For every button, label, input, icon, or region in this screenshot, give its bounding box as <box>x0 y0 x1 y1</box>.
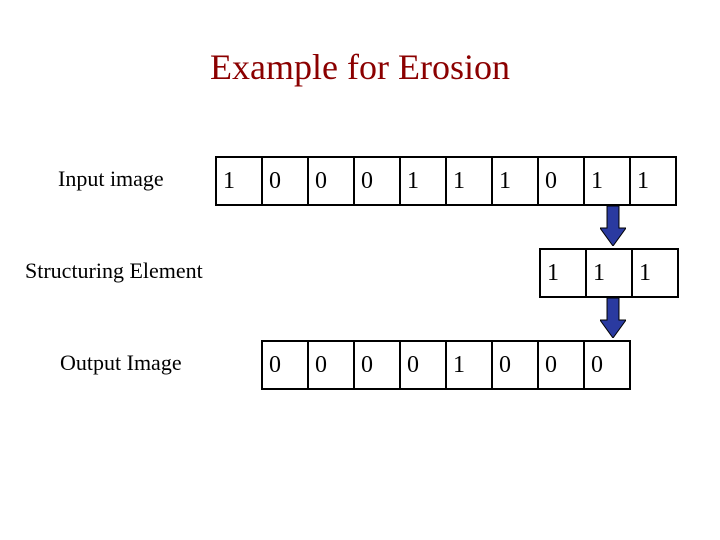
cell: 1 <box>447 158 493 204</box>
cell: 1 <box>631 158 677 204</box>
struct-row: 111 <box>539 248 679 298</box>
cell: 1 <box>587 250 633 296</box>
cell: 1 <box>217 158 263 204</box>
cell: 0 <box>585 342 631 388</box>
cell: 1 <box>541 250 587 296</box>
cell: 0 <box>309 158 355 204</box>
arrow-down-icon <box>600 298 626 338</box>
cell: 0 <box>309 342 355 388</box>
label-struct: Structuring Element <box>25 258 203 284</box>
cell: 0 <box>401 342 447 388</box>
page-title: Example for Erosion <box>0 46 720 88</box>
cell: 0 <box>355 158 401 204</box>
label-output: Output Image <box>60 350 182 376</box>
cell: 0 <box>263 342 309 388</box>
cell: 1 <box>493 158 539 204</box>
cell: 1 <box>401 158 447 204</box>
cell: 0 <box>263 158 309 204</box>
label-input: Input image <box>58 166 164 192</box>
cell: 1 <box>447 342 493 388</box>
cell: 1 <box>585 158 631 204</box>
cell: 0 <box>539 158 585 204</box>
cell: 1 <box>633 250 679 296</box>
input-row: 1000111011 <box>215 156 677 206</box>
output-row: 00001000 <box>261 340 631 390</box>
cell: 0 <box>493 342 539 388</box>
cell: 0 <box>539 342 585 388</box>
cell: 0 <box>355 342 401 388</box>
arrow-down-icon <box>600 206 626 246</box>
